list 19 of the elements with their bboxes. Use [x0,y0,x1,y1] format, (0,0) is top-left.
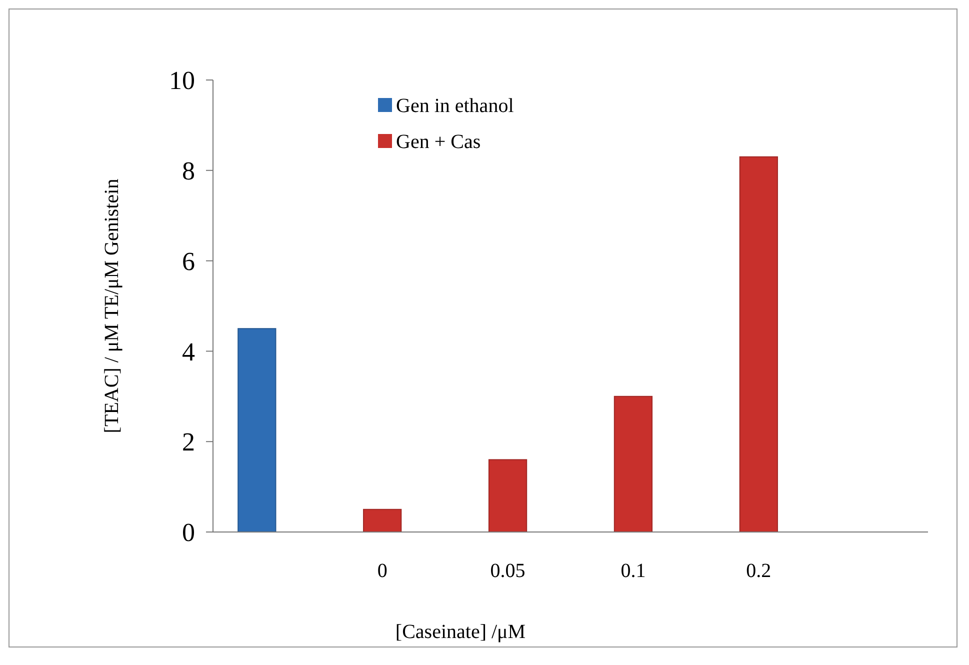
x-tick-label: 0.05 [490,560,526,582]
bar [363,508,402,532]
x-tick-label: 0.1 [620,560,646,582]
bar [238,328,276,532]
bar [739,156,778,532]
y-tick-label: 4 [182,337,195,366]
y-tick-label: 2 [182,428,195,457]
x-tick-label: 0 [377,560,388,582]
y-tick-label: 0 [182,518,195,548]
y-tick-label: 10 [169,66,195,96]
bar [614,396,653,532]
y-axis-title: [TEAC] / μM TE/μM Genistein [101,178,123,434]
bar [488,459,528,532]
x-tick-label: 0.2 [746,560,772,582]
x-axis-title: [Caseinate] /μM [395,621,526,643]
legend-label: Gen in ethanol [396,95,514,117]
y-tick-label: 8 [182,156,195,186]
legend-label: Gen + Cas [396,131,481,153]
y-tick-label: 6 [182,246,195,276]
